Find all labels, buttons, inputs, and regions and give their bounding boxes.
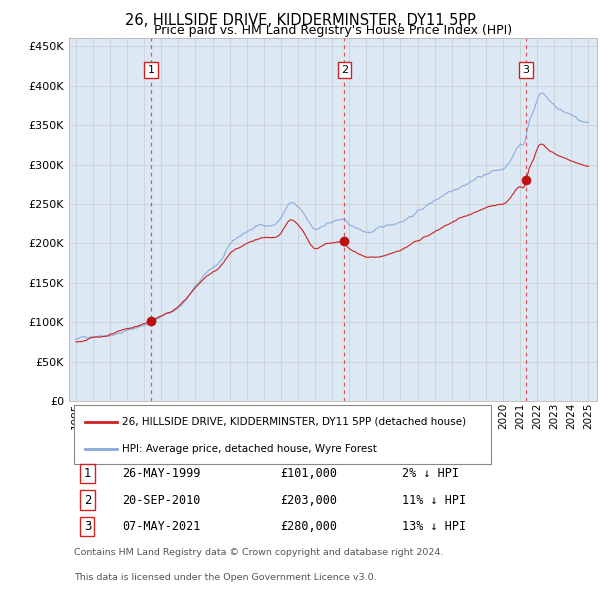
Text: 3: 3 (84, 520, 91, 533)
Title: Price paid vs. HM Land Registry's House Price Index (HPI): Price paid vs. HM Land Registry's House … (154, 24, 512, 37)
Text: This data is licensed under the Open Government Licence v3.0.: This data is licensed under the Open Gov… (74, 573, 377, 582)
Text: 3: 3 (523, 65, 530, 75)
Text: £101,000: £101,000 (280, 467, 337, 480)
Text: Contains HM Land Registry data © Crown copyright and database right 2024.: Contains HM Land Registry data © Crown c… (74, 548, 443, 557)
Text: 07-MAY-2021: 07-MAY-2021 (122, 520, 200, 533)
Text: 26, HILLSIDE DRIVE, KIDDERMINSTER, DY11 5PP (detached house): 26, HILLSIDE DRIVE, KIDDERMINSTER, DY11 … (122, 417, 466, 427)
Text: 20-SEP-2010: 20-SEP-2010 (122, 494, 200, 507)
Text: 26, HILLSIDE DRIVE, KIDDERMINSTER, DY11 5PP: 26, HILLSIDE DRIVE, KIDDERMINSTER, DY11 … (125, 13, 475, 28)
Text: 2: 2 (84, 494, 91, 507)
Text: 1: 1 (84, 467, 91, 480)
Text: HPI: Average price, detached house, Wyre Forest: HPI: Average price, detached house, Wyre… (122, 444, 377, 454)
FancyBboxPatch shape (74, 405, 491, 464)
Text: 2% ↓ HPI: 2% ↓ HPI (401, 467, 458, 480)
Text: 1: 1 (148, 65, 155, 75)
Text: 2: 2 (341, 65, 348, 75)
Text: £203,000: £203,000 (280, 494, 337, 507)
Text: 11% ↓ HPI: 11% ↓ HPI (401, 494, 466, 507)
Text: £280,000: £280,000 (280, 520, 337, 533)
Text: 26-MAY-1999: 26-MAY-1999 (122, 467, 200, 480)
Text: 13% ↓ HPI: 13% ↓ HPI (401, 520, 466, 533)
